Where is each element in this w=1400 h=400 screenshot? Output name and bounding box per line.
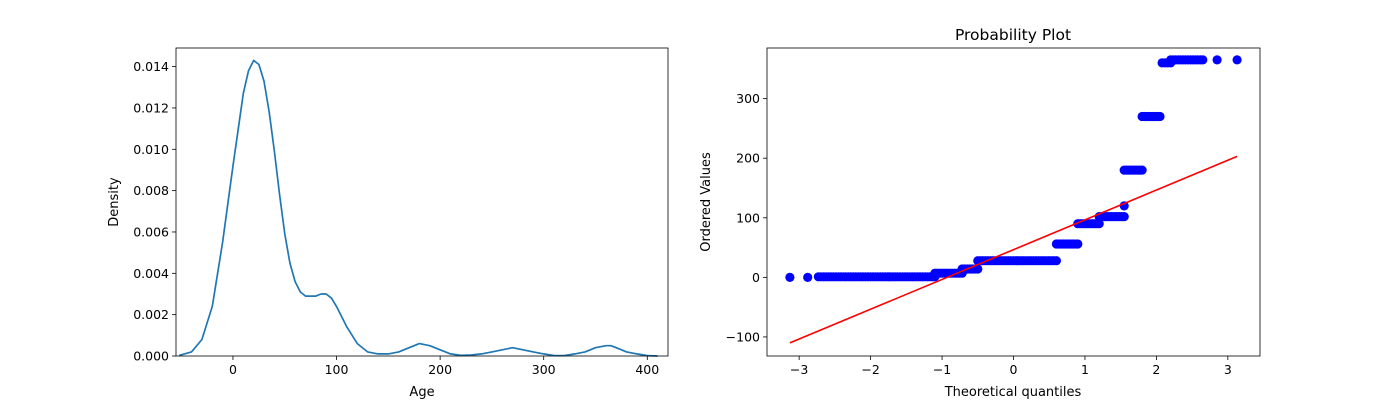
y-tick-label: 0.000 xyxy=(133,349,169,364)
prob-plot-area xyxy=(767,48,1260,356)
x-tick-label: 300 xyxy=(532,362,556,377)
y-tick-label: 100 xyxy=(736,210,760,225)
prob-y-axis-label: Ordered Values xyxy=(699,152,714,252)
prob-x-axis: −3 −2 −1 0 1 2 3 xyxy=(790,356,1232,377)
kde-y-axis: 0.000 0.002 0.004 0.006 0.008 0.010 0.012 0.014 xyxy=(133,59,176,364)
probability-plot: −3 −2 −1 0 1 2 3 −100 0 100 200 300 Probability Pl… xyxy=(699,26,1261,400)
x-tick-label: 100 xyxy=(325,362,349,377)
y-tick-label: 0.014 xyxy=(133,59,169,74)
x-tick-label: 2 xyxy=(1152,362,1160,377)
quantile-point xyxy=(1051,256,1061,266)
quantile-point xyxy=(1073,239,1083,249)
quantile-point xyxy=(1119,212,1129,222)
prob-y-axis: −100 0 100 200 300 xyxy=(726,91,767,344)
kde-y-axis-label: Density xyxy=(107,177,122,227)
quantile-point xyxy=(1137,165,1147,175)
quantile-point xyxy=(973,264,983,274)
y-tick-label: 0.008 xyxy=(133,183,169,198)
y-tick-label: 0.004 xyxy=(133,266,169,281)
y-tick-label: 0.010 xyxy=(133,142,169,157)
y-tick-label: 0 xyxy=(752,270,760,285)
quantile-point xyxy=(1198,55,1208,65)
y-tick-label: −100 xyxy=(726,329,760,344)
kde-frame xyxy=(175,47,669,357)
y-tick-label: 0.012 xyxy=(133,100,169,115)
prob-x-axis-label: Theoretical quantiles xyxy=(944,385,1082,400)
kde-plot-area xyxy=(176,48,668,356)
quantile-point xyxy=(803,272,813,282)
kde-marks xyxy=(178,59,658,357)
x-tick-label: 0 xyxy=(229,362,237,377)
quantile-point xyxy=(1155,111,1165,122)
kde-plot: 0 100 200 300 400 0.0000.0020.0040.0060.0080… xyxy=(107,47,669,400)
y-tick-label: 0.002 xyxy=(133,307,169,322)
kde-density-line xyxy=(178,59,658,357)
y-tick-label: 300 xyxy=(736,91,760,106)
y-tick-label: 200 xyxy=(736,151,760,166)
x-tick-label: 200 xyxy=(428,362,452,377)
x-tick-label: 400 xyxy=(635,362,659,377)
quantile-point xyxy=(1232,55,1242,65)
quantile-point xyxy=(1094,219,1104,229)
quantile-point xyxy=(1119,201,1129,211)
kde-x-axis-label: Age xyxy=(409,385,434,400)
kde-x-axis: 0 100 200 300 400 xyxy=(229,356,659,377)
prob-marks xyxy=(785,55,1242,344)
quantile-point xyxy=(785,272,795,282)
x-tick-label: −3 xyxy=(790,362,808,377)
quantile-point xyxy=(1212,55,1222,65)
x-tick-label: 1 xyxy=(1081,362,1089,377)
x-tick-label: 0 xyxy=(1010,362,1018,377)
x-tick-label: 3 xyxy=(1224,362,1232,377)
y-tick-label: 0.006 xyxy=(133,224,169,239)
x-tick-label: −2 xyxy=(861,362,879,377)
x-tick-label: −1 xyxy=(933,362,951,377)
fit-line xyxy=(789,155,1238,344)
prob-plot-title: Probability Plot xyxy=(955,26,1071,44)
